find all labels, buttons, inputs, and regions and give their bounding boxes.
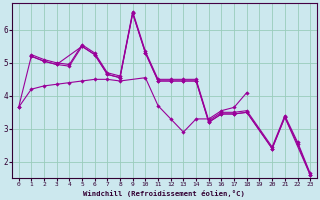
X-axis label: Windchill (Refroidissement éolien,°C): Windchill (Refroidissement éolien,°C) (84, 190, 245, 197)
